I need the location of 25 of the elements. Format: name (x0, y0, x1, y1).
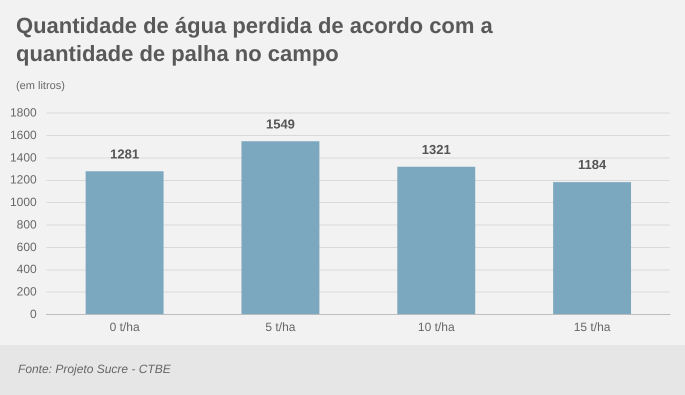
data-label: 1281 (110, 146, 140, 162)
bar (397, 166, 476, 314)
data-label: 1321 (422, 142, 451, 157)
x-tick-label: 5 t/ha (265, 320, 296, 334)
bar (86, 171, 164, 314)
y-tick-label: 1200 (10, 172, 38, 187)
y-tick-label: 1600 (10, 128, 38, 142)
y-axis-title: (em litros) (16, 80, 65, 92)
x-tick-label: 10 t/ha (418, 320, 455, 334)
chart-title: Quantidade de água perdida de acordo com a quantidade de palha no campo (16, 12, 494, 68)
source-note: Fonte: Projeto Sucre - CTBE (18, 362, 171, 376)
y-tick-label: 200 (16, 284, 38, 299)
bar (241, 141, 320, 314)
y-tick-label: 600 (16, 240, 38, 254)
y-tick-label: 1800 (10, 106, 38, 120)
bar (553, 182, 632, 314)
data-label: 1184 (578, 157, 607, 172)
y-tick-label: 1000 (10, 195, 38, 210)
data-label: 1549 (266, 116, 295, 132)
x-tick-label: 0 t/ha (110, 320, 140, 334)
x-tick-label: 15 t/ha (574, 320, 611, 334)
y-tick-label: 800 (16, 217, 38, 232)
y-tick-label: 0 (30, 306, 38, 321)
y-tick-label: 1400 (10, 150, 38, 164)
y-tick-label: 400 (16, 262, 38, 276)
